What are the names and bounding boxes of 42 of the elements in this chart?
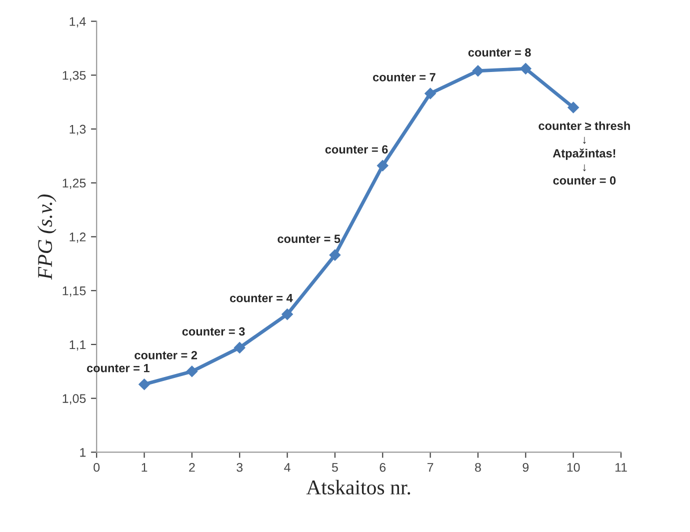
annotation: counter = 8 bbox=[468, 48, 531, 57]
x-tick-label: 6 bbox=[380, 462, 386, 472]
point bbox=[138, 378, 150, 390]
point bbox=[281, 308, 294, 320]
y-tick-label: 1,1 bbox=[70, 340, 86, 351]
x-tick-label: 11 bbox=[615, 463, 627, 472]
y-tick-label: 1,15 bbox=[62, 286, 86, 297]
x-tick-label: 4 bbox=[284, 463, 290, 472]
annotation: counter = 6 bbox=[325, 145, 388, 154]
y-axis-title: FPG (s.v.) bbox=[37, 194, 56, 280]
x-axis-title: Atskaitos nr. bbox=[306, 480, 410, 495]
x-tick-label: 5 bbox=[332, 463, 338, 472]
annotation: counter = 7 bbox=[373, 73, 436, 82]
x-tick-label: 10 bbox=[567, 462, 580, 472]
point bbox=[424, 88, 436, 100]
annotation: counter = 2 bbox=[134, 350, 198, 360]
annotation: counter = 5 bbox=[278, 234, 340, 243]
point bbox=[567, 102, 580, 114]
x-tick-label: 0 bbox=[94, 462, 100, 472]
x-tick-label: 3 bbox=[236, 462, 243, 472]
annotation: counter = 1 bbox=[86, 364, 150, 372]
x-tick-label: 7 bbox=[427, 463, 434, 472]
point bbox=[376, 160, 389, 172]
y-tick-label: 1,35 bbox=[62, 70, 86, 82]
x-tick-label: 9 bbox=[522, 462, 529, 472]
x-tick-label: 8 bbox=[475, 462, 481, 472]
point bbox=[329, 249, 341, 261]
y-tick-label: 1,05 bbox=[62, 394, 86, 404]
annotation: counter = 3 bbox=[182, 327, 245, 336]
point bbox=[472, 64, 484, 77]
point bbox=[186, 366, 198, 378]
y-tick-label: 1,2 bbox=[70, 232, 86, 243]
y-tick-label: 1 bbox=[80, 448, 86, 457]
y-tick-label: 1,4 bbox=[70, 17, 86, 28]
y-tick-label: 1,3 bbox=[70, 124, 86, 136]
annotation: counter = 4 bbox=[230, 294, 293, 302]
point bbox=[234, 342, 246, 354]
point bbox=[520, 62, 532, 75]
x-tick-label: 1 bbox=[142, 463, 148, 472]
y-tick-label: 1,25 bbox=[62, 178, 86, 190]
annotation: counter ≥ thresh ↓ Atpažintas! ↓ counter = 0 bbox=[538, 121, 630, 185]
x-tick-label: 2 bbox=[189, 462, 195, 472]
